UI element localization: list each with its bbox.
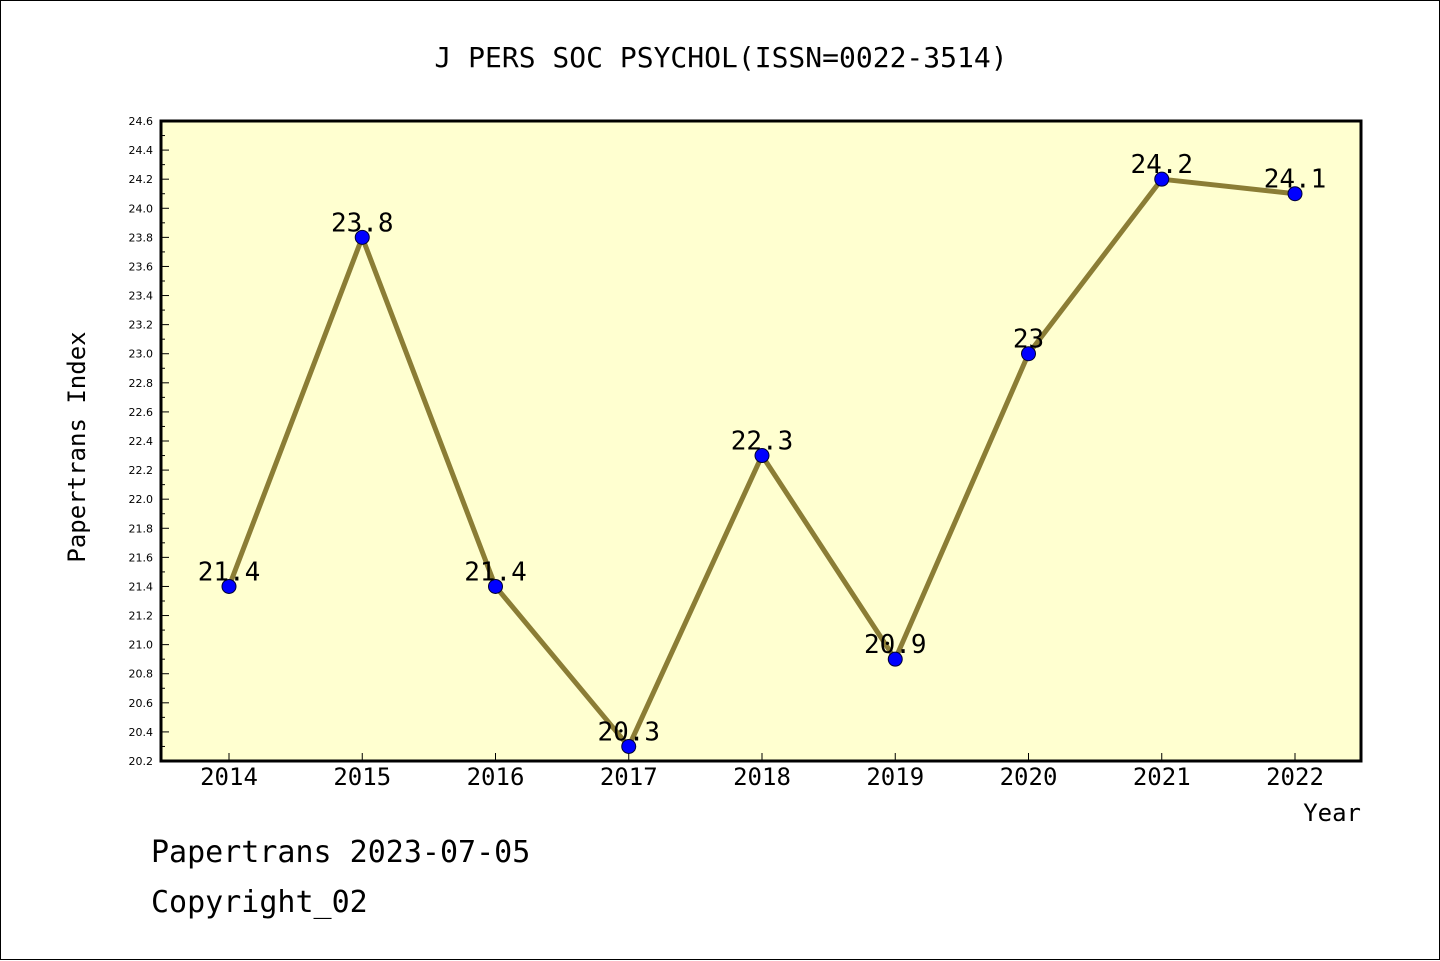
data-point <box>621 738 637 754</box>
y-tick-label: 23.4 <box>129 290 154 303</box>
x-tick-label: 2015 <box>333 763 391 791</box>
y-axis-title: Papertrans Index <box>63 331 91 562</box>
y-tick-label: 22.6 <box>129 406 154 419</box>
data-point <box>1154 171 1170 187</box>
y-tick-label: 22.0 <box>129 493 154 506</box>
y-tick-label: 22.2 <box>129 464 154 477</box>
x-axis-title: Year <box>1303 799 1361 827</box>
x-tick-label: 2014 <box>200 763 258 791</box>
y-tick-label: 24.2 <box>129 173 154 186</box>
y-tick-label: 21.0 <box>129 639 154 652</box>
x-tick-label: 2019 <box>866 763 924 791</box>
data-label: 23 <box>1013 325 1044 355</box>
x-tick-label: 2018 <box>733 763 791 791</box>
data-point <box>354 229 370 245</box>
data-point <box>1021 346 1036 362</box>
data-label: 24.2 <box>1130 150 1193 180</box>
data-point <box>1287 186 1303 202</box>
y-tick-label: 21.6 <box>129 551 154 564</box>
x-tick-label: 2022 <box>1266 763 1324 791</box>
x-tick-label: 2021 <box>1133 763 1191 791</box>
y-tick-label: 24.6 <box>129 115 154 128</box>
y-tick-label: 21.4 <box>129 580 154 593</box>
data-label: 20.9 <box>864 630 927 660</box>
y-tick-label: 20.2 <box>129 755 154 768</box>
y-tick-label: 21.8 <box>129 522 154 535</box>
y-tick-label: 24.4 <box>129 144 154 157</box>
y-tick-label: 23.6 <box>129 260 154 273</box>
data-label: 22.3 <box>731 427 794 457</box>
footer-date: Papertrans 2023-07-05 <box>151 835 531 870</box>
y-tick-label: 22.8 <box>129 377 154 390</box>
chart-title: J PERS SOC PSYCHOL(ISSN=0022-3514) <box>434 41 1007 74</box>
y-tick-label: 23.2 <box>129 319 154 332</box>
y-tick-label: 20.6 <box>129 697 154 710</box>
x-tick-label: 2016 <box>467 763 525 791</box>
y-tick-label: 20.8 <box>129 668 154 681</box>
data-point <box>754 448 770 464</box>
y-tick-label: 24.0 <box>129 202 154 215</box>
y-tick-label: 23.0 <box>129 348 154 361</box>
y-tick-label: 23.8 <box>129 231 154 244</box>
data-point <box>488 578 503 594</box>
y-tick-label: 20.4 <box>129 726 154 739</box>
data-label: 24.1 <box>1264 165 1327 195</box>
y-tick-label: 22.4 <box>129 435 154 448</box>
data-label: 21.4 <box>464 557 527 587</box>
footer-copyright: Copyright_02 <box>151 885 368 920</box>
series-layer: 21.4 23.8 21.4 20.3 22.3 20.9 23 24.2 24.1 <box>198 150 1327 754</box>
plot-area <box>159 119 1363 763</box>
y-tick-label: 21.2 <box>129 610 154 623</box>
data-label: 21.4 <box>198 557 261 587</box>
x-tick-label: 2020 <box>1000 763 1058 791</box>
x-axis: 2014 2015 2016 2017 2018 2019 2020 2021 2022 <box>200 753 1324 791</box>
x-tick-label: 2017 <box>600 763 658 791</box>
y-axis: 20.2 20.4 20.6 20.8 21.0 21.2 21.4 21.6 21.8 22.0… <box>129 115 169 768</box>
data-point <box>887 651 903 667</box>
data-point <box>221 578 237 594</box>
data-label: 23.8 <box>331 208 394 238</box>
data-label: 20.3 <box>597 717 660 747</box>
